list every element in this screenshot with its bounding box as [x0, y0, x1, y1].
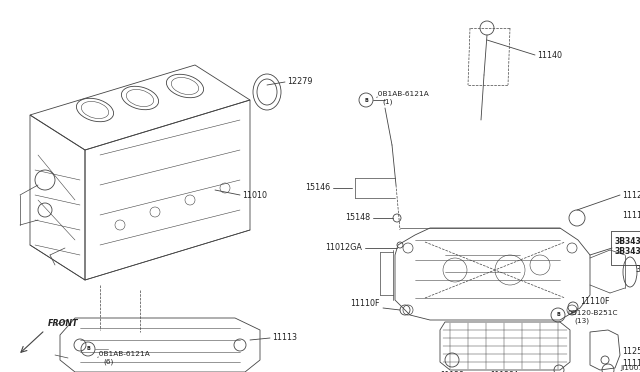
Text: 3B343EA: 3B343EA	[615, 247, 640, 257]
Text: B: B	[556, 312, 560, 317]
Text: 11110: 11110	[622, 211, 640, 219]
Text: 11110F: 11110F	[351, 299, 380, 308]
Text: (13): (13)	[574, 318, 589, 324]
Text: 11012GA: 11012GA	[325, 244, 362, 253]
Text: 15148: 15148	[345, 214, 370, 222]
Text: 3B343E: 3B343E	[615, 237, 640, 247]
Text: 12279: 12279	[287, 77, 312, 87]
Text: FRONT: FRONT	[48, 320, 79, 328]
Text: 11128: 11128	[440, 371, 464, 372]
Text: ¸0B1AB-6121A: ¸0B1AB-6121A	[96, 351, 151, 357]
Text: 11140: 11140	[537, 51, 562, 60]
Text: B: B	[364, 97, 368, 103]
Text: 38242: 38242	[635, 266, 640, 275]
Text: (6): (6)	[103, 359, 113, 365]
Text: 11251N: 11251N	[622, 347, 640, 356]
Text: ¸0B1AB-6121A: ¸0B1AB-6121A	[375, 91, 429, 97]
Text: 11110F: 11110F	[580, 298, 609, 307]
Text: 0B120-B251C: 0B120-B251C	[567, 310, 618, 316]
Text: 11121Z: 11121Z	[622, 190, 640, 199]
Text: 11010: 11010	[242, 190, 267, 199]
Text: 11110E: 11110E	[622, 359, 640, 368]
Text: 15146: 15146	[305, 183, 330, 192]
Text: 11128A: 11128A	[490, 371, 519, 372]
Text: JI1001K7: JI1001K7	[620, 365, 640, 371]
Text: 11113: 11113	[272, 334, 297, 343]
Text: (1): (1)	[382, 99, 392, 105]
Text: B: B	[86, 346, 90, 352]
